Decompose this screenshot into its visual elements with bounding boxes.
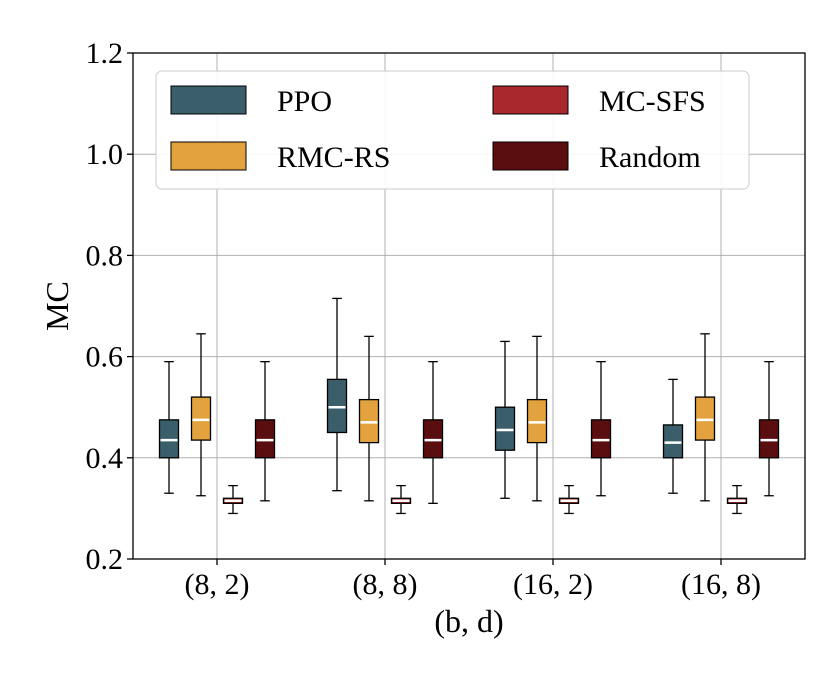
legend-swatch-rmc-rs [170,141,247,171]
y-tick-label: 1.0 [86,138,124,171]
iqr-box [494,406,516,451]
box-mc-sfs [390,484,412,515]
box-ppo [158,361,180,494]
legend-label-ppo: PPO [277,85,332,118]
legend: PPO RMC-RS MC-SFS Random [155,70,750,190]
box-random [758,361,780,497]
plot-frame [132,52,806,560]
x-tick-label: (16, 2) [513,568,593,601]
box-ppo [326,297,348,492]
legend-swatch-random [492,141,569,171]
legend-frame [155,70,750,190]
axis-ticks: 0.2 0.4 0.6 0.8 1.0 1.2 (8, 2) (8, 8) (16, 2) (16… [86,37,761,601]
box-random [254,361,276,502]
iqr-box [326,378,348,434]
box-random [422,361,444,504]
legend-label-random: Random [599,141,701,174]
y-tick-label: 1.2 [86,37,124,70]
box-series [158,297,780,515]
box-ppo [662,378,684,494]
iqr-box [662,424,684,459]
x-tick-label: (16, 8) [681,568,761,601]
legend-label-mc-sfs: MC-SFS [599,85,706,118]
iqr-box [190,396,212,441]
y-tick-label: 0.4 [86,442,124,475]
box-ppo [494,340,516,499]
legend-swatch-ppo [170,85,247,115]
iqr-box [158,419,180,459]
y-axis-label: MC [39,281,75,331]
x-tick-label: (8, 2) [185,568,250,601]
iqr-box [590,419,612,459]
box-rmc-rs [358,335,380,502]
legend-label-rmc-rs: RMC-RS [277,141,390,174]
x-axis-label: (b, d) [434,603,503,639]
iqr-box [758,419,780,459]
iqr-box [422,419,444,459]
box-mc-sfs [726,484,748,515]
y-tick-label: 0.2 [86,543,124,576]
box-mc-sfs [222,484,244,515]
x-tick-label: (8, 8) [353,568,418,601]
iqr-box [526,398,548,444]
iqr-box [358,398,380,444]
box-mc-sfs [558,484,580,515]
box-random [590,361,612,497]
legend-swatch-mc-sfs [492,85,569,115]
box-rmc-rs [526,335,548,502]
y-tick-label: 0.6 [86,341,124,374]
box-rmc-rs [190,333,212,497]
box-rmc-rs [694,333,716,502]
iqr-box [694,396,716,441]
iqr-box [254,419,276,459]
y-tick-label: 0.8 [86,239,124,272]
